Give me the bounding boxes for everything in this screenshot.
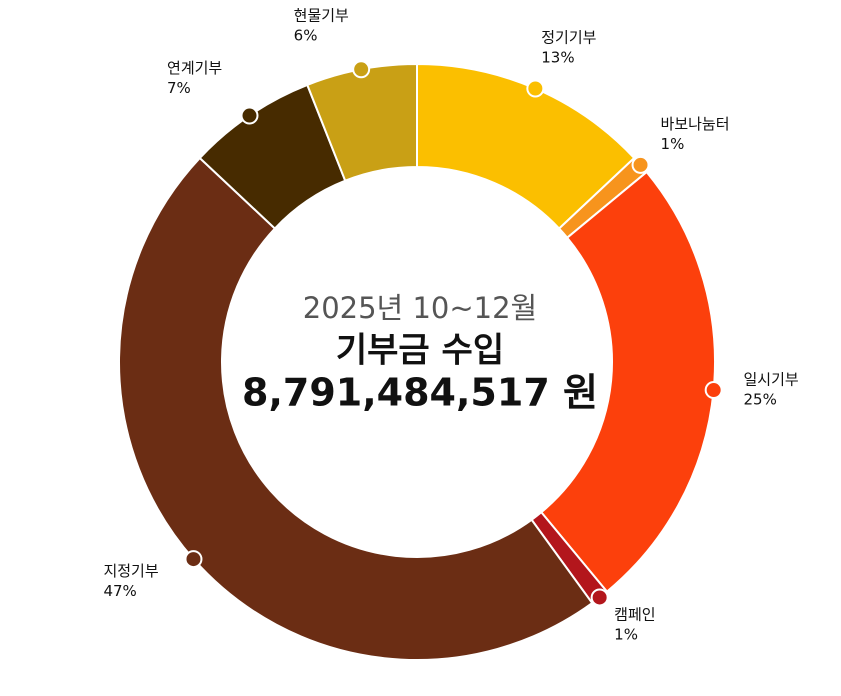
value-label: 47%: [103, 582, 136, 600]
value-label: 25%: [743, 390, 776, 408]
legend-label: 바보나눔터: [661, 115, 730, 133]
value-label: 1%: [614, 626, 638, 644]
legend-label: 연계기부: [167, 59, 222, 77]
chart-title: 기부금 수입: [336, 331, 504, 371]
label-dot: [590, 588, 609, 607]
donut-segment: [118, 156, 594, 661]
donut: [118, 62, 716, 661]
label-dot: [526, 79, 545, 98]
donut-segment: [539, 170, 716, 594]
label-dot: [184, 550, 203, 569]
legend-label: 현물기부: [294, 6, 349, 24]
value-label: 1%: [661, 135, 685, 153]
label-dot: [704, 381, 723, 400]
legend-label: 일시기부: [743, 370, 798, 388]
legend-label: 캠페인: [614, 606, 655, 624]
legend-label: 지정기부: [103, 562, 158, 580]
label-dot: [240, 106, 259, 125]
total-amount: 8,791,484,517 원: [242, 371, 598, 415]
label-dot: [631, 155, 650, 174]
value-label: 13%: [541, 48, 574, 66]
chart-subtitle: 2025년 10~12월: [303, 291, 537, 325]
donut-segment: [306, 62, 418, 182]
legend-label: 정기기부: [541, 28, 596, 46]
value-label: 6%: [294, 26, 318, 44]
label-dot: [352, 60, 371, 79]
value-label: 7%: [167, 79, 191, 97]
